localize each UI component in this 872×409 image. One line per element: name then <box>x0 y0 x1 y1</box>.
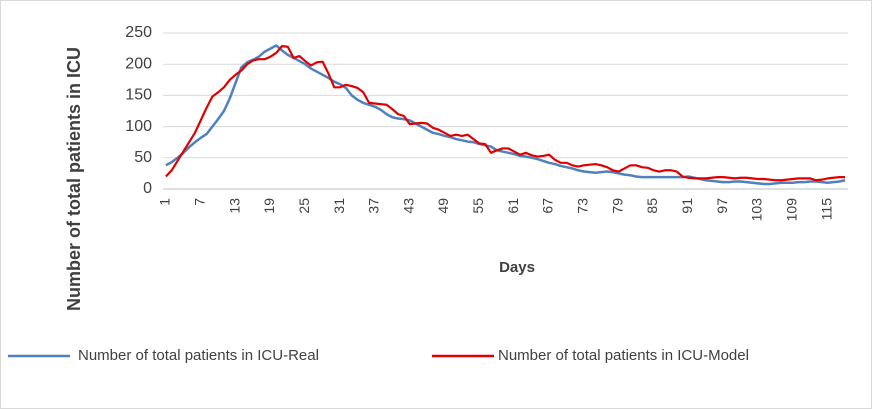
series-line <box>165 45 846 182</box>
x-tick-label: 31 <box>331 198 347 214</box>
x-axis-label: Days <box>499 259 535 276</box>
x-tick-label: 97 <box>714 198 730 214</box>
y-tick-label: 150 <box>125 87 152 104</box>
y-axis-label: Number of total patients in ICU <box>64 47 84 312</box>
y-tick-label: 100 <box>125 118 152 135</box>
x-tick-label: 55 <box>470 198 486 214</box>
x-tick-label: 103 <box>749 198 765 222</box>
x-tick-label: 109 <box>784 198 800 222</box>
series-line <box>165 44 846 186</box>
x-tick-label: 91 <box>679 198 695 214</box>
x-tick-label: 13 <box>226 198 242 214</box>
x-tick-label: 79 <box>609 198 625 214</box>
x-tick-label: 37 <box>366 198 382 214</box>
x-tick-label: 1 <box>157 198 173 206</box>
x-tick-label: 67 <box>540 198 556 214</box>
y-tick-label: 250 <box>125 24 152 41</box>
x-tick-label: 7 <box>191 198 207 206</box>
x-tick-label: 115 <box>818 198 834 221</box>
y-tick-label: 200 <box>125 55 152 72</box>
x-tick-label: 25 <box>296 198 312 214</box>
y-tick-label: 0 <box>143 180 152 197</box>
legend-label: Number of total patients in ICU-Real <box>78 347 319 364</box>
x-tick-label: 61 <box>505 198 521 214</box>
x-tick-label: 43 <box>400 198 416 214</box>
legend-label: Number of total patients in ICU-Model <box>498 347 749 364</box>
x-tick-label: 85 <box>644 198 660 214</box>
x-tick-label: 19 <box>261 198 277 214</box>
x-tick-label: 73 <box>575 198 591 214</box>
x-tick-label: 49 <box>435 198 451 214</box>
y-tick-label: 50 <box>134 149 152 166</box>
